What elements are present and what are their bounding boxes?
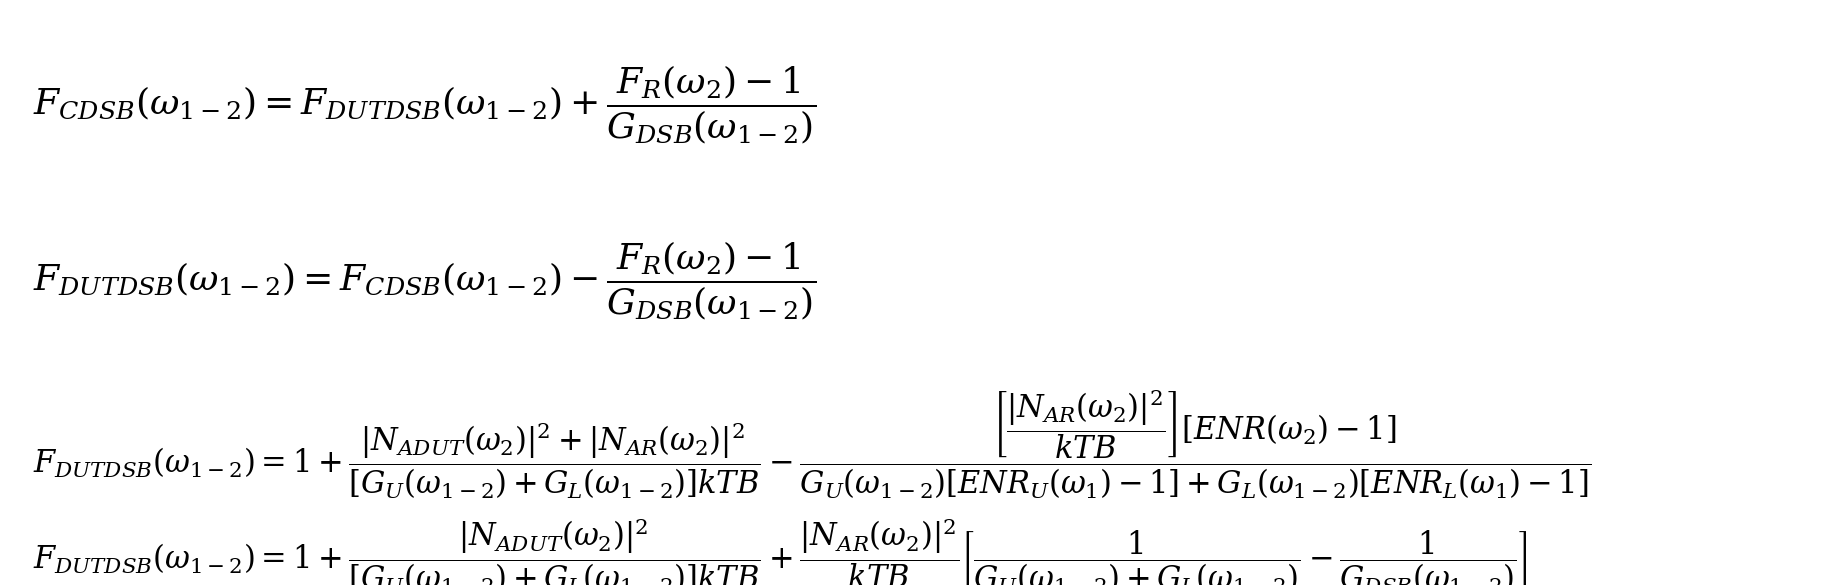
Text: $F_{CDSB}(\omega_{1-2}) = F_{DUTDSB}(\omega_{1-2}) + \dfrac{F_{R}(\omega_{2}) - : $F_{CDSB}(\omega_{1-2}) = F_{DUTDSB}(\om… <box>33 64 815 146</box>
Text: $F_{DUTDSB}(\omega_{1-2}) = 1 + \dfrac{|N_{ADUT}(\omega_{2})|^{2}}{[G_{U}(\omega: $F_{DUTDSB}(\omega_{1-2}) = 1 + \dfrac{|… <box>33 516 1528 585</box>
Text: $F_{DUTDSB}(\omega_{1-2}) = 1 + \dfrac{|N_{ADUT}(\omega_{2})|^{2} + |N_{AR}(\ome: $F_{DUTDSB}(\omega_{1-2}) = 1 + \dfrac{|… <box>33 388 1592 501</box>
Text: $F_{DUTDSB}(\omega_{1-2}) = F_{CDSB}(\omega_{1-2}) - \dfrac{F_{R}(\omega_{2}) - : $F_{DUTDSB}(\omega_{1-2}) = F_{CDSB}(\om… <box>33 240 815 322</box>
